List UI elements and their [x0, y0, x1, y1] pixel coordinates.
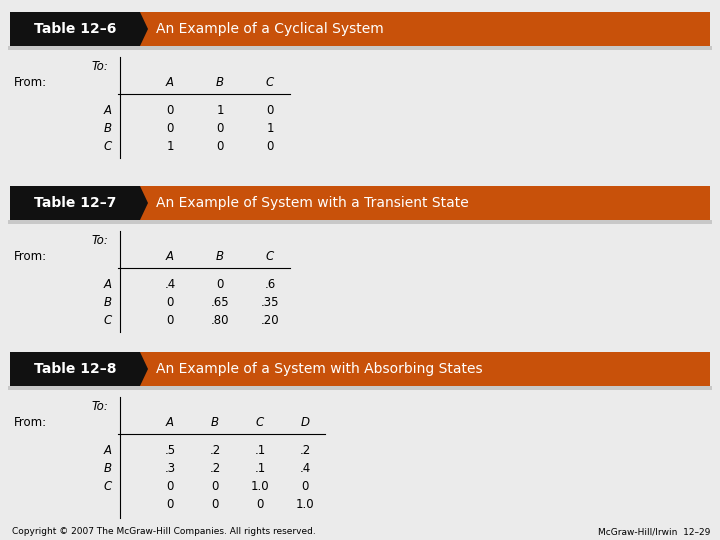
Text: A: A — [104, 443, 112, 456]
Text: C: C — [104, 314, 112, 327]
Text: An Example of System with a Transient State: An Example of System with a Transient St… — [156, 196, 469, 210]
Text: An Example of a Cyclical System: An Example of a Cyclical System — [156, 22, 384, 36]
Text: B: B — [216, 251, 224, 264]
Polygon shape — [140, 186, 148, 220]
Text: McGraw-Hill/Irwin  12–29: McGraw-Hill/Irwin 12–29 — [598, 528, 710, 537]
Text: C: C — [104, 480, 112, 492]
Text: B: B — [104, 122, 112, 134]
Text: .5: .5 — [164, 443, 176, 456]
Text: .4: .4 — [300, 462, 310, 475]
Text: .2: .2 — [300, 443, 310, 456]
Text: To:: To: — [91, 60, 108, 73]
Text: 1: 1 — [266, 122, 274, 134]
Bar — [140, 352, 710, 386]
Text: .2: .2 — [210, 443, 220, 456]
Text: Table 12–8: Table 12–8 — [34, 362, 116, 376]
Text: 0: 0 — [166, 295, 174, 308]
Text: .6: .6 — [264, 278, 276, 291]
Text: 0: 0 — [256, 497, 264, 510]
Text: 0: 0 — [216, 278, 224, 291]
Text: A: A — [166, 416, 174, 429]
Text: 0: 0 — [216, 122, 224, 134]
Text: 0: 0 — [301, 480, 309, 492]
Text: 0: 0 — [166, 480, 174, 492]
Text: C: C — [104, 139, 112, 152]
Text: From:: From: — [14, 251, 47, 264]
Text: .80: .80 — [211, 314, 229, 327]
Text: A: A — [166, 77, 174, 90]
Text: 0: 0 — [266, 139, 274, 152]
Text: C: C — [266, 77, 274, 90]
Text: B: B — [104, 295, 112, 308]
Bar — [8, 46, 712, 50]
Text: 0: 0 — [211, 480, 219, 492]
Polygon shape — [140, 12, 148, 46]
Text: A: A — [166, 251, 174, 264]
Text: .20: .20 — [261, 314, 279, 327]
Text: D: D — [300, 416, 310, 429]
Text: 1: 1 — [166, 139, 174, 152]
Text: .4: .4 — [164, 278, 176, 291]
Text: B: B — [216, 77, 224, 90]
Text: Table 12–6: Table 12–6 — [34, 22, 116, 36]
Text: C: C — [266, 251, 274, 264]
Text: 0: 0 — [166, 497, 174, 510]
Text: 1.0: 1.0 — [296, 497, 315, 510]
Bar — [10, 352, 140, 386]
Text: 0: 0 — [266, 104, 274, 117]
Text: From:: From: — [14, 416, 47, 429]
Polygon shape — [140, 352, 148, 386]
Text: Table 12–7: Table 12–7 — [34, 196, 116, 210]
Text: From:: From: — [14, 77, 47, 90]
Text: .1: .1 — [254, 462, 266, 475]
Text: .3: .3 — [164, 462, 176, 475]
Text: 0: 0 — [216, 139, 224, 152]
Text: B: B — [104, 462, 112, 475]
Text: 1.0: 1.0 — [251, 480, 269, 492]
Bar — [140, 186, 710, 220]
Bar — [10, 12, 140, 46]
Text: A: A — [104, 278, 112, 291]
Text: 0: 0 — [166, 122, 174, 134]
Bar — [8, 220, 712, 224]
Text: .65: .65 — [211, 295, 229, 308]
Text: B: B — [211, 416, 219, 429]
Text: A: A — [104, 104, 112, 117]
Text: 0: 0 — [211, 497, 219, 510]
Text: To:: To: — [91, 401, 108, 414]
Text: An Example of a System with Absorbing States: An Example of a System with Absorbing St… — [156, 362, 482, 376]
Text: 1: 1 — [216, 104, 224, 117]
Bar — [10, 186, 140, 220]
Text: To:: To: — [91, 234, 108, 247]
Text: .1: .1 — [254, 443, 266, 456]
Text: C: C — [256, 416, 264, 429]
Text: Copyright © 2007 The McGraw-Hill Companies. All rights reserved.: Copyright © 2007 The McGraw-Hill Compani… — [12, 528, 316, 537]
Text: 0: 0 — [166, 104, 174, 117]
Text: .2: .2 — [210, 462, 220, 475]
Bar — [8, 386, 712, 390]
Text: .35: .35 — [261, 295, 279, 308]
Bar — [140, 12, 710, 46]
Text: 0: 0 — [166, 314, 174, 327]
